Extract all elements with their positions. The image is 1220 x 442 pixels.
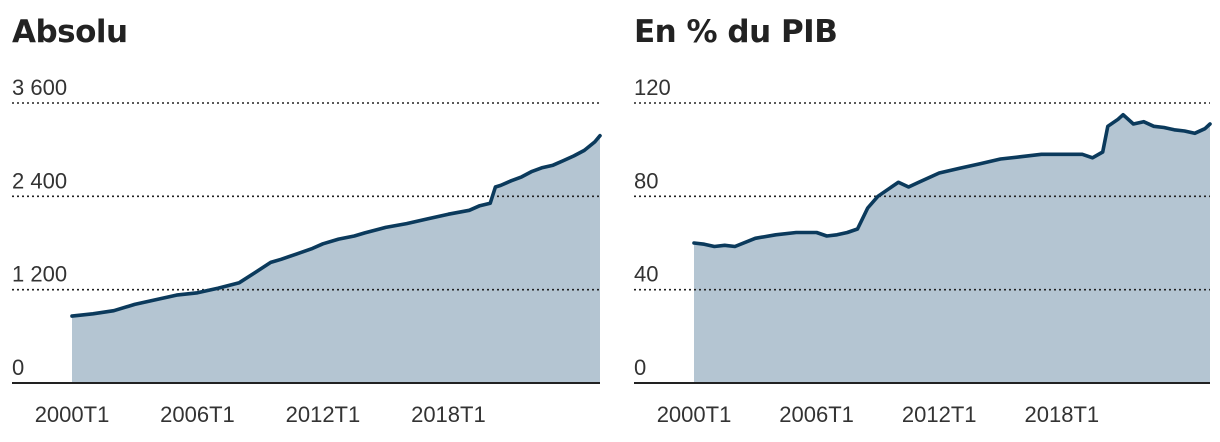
x-tick-label: 2012T1 [286, 402, 361, 427]
y-tick-label: 2 400 [12, 168, 67, 193]
chart-percent-gdp: 0 40 80 120 2000T1 2006T1 2012T1 2018T1 [634, 75, 1212, 427]
x-tick-label: 2000T1 [35, 402, 110, 427]
series-area [694, 114, 1210, 383]
y-tick-label: 1 200 [12, 262, 67, 287]
chart-absolute: 0 1 200 2 400 3 600 2000T1 2006T1 2012T1 2018T1 [12, 75, 602, 427]
x-tick-label: 2006T1 [160, 402, 235, 427]
chart-title: Absolu [12, 14, 128, 50]
y-tick-label: 0 [12, 355, 24, 380]
x-tick-label: 2018T1 [1025, 402, 1100, 427]
series-area [72, 135, 600, 383]
y-tick-label: 0 [634, 355, 646, 380]
x-tick-label: 2012T1 [902, 402, 977, 427]
y-tick-label: 3 600 [12, 75, 67, 100]
series-line [692, 112, 1212, 249]
chart-panel-percent-gdp: 0 40 80 120 2000T1 2006T1 2012T1 2018T1 En % du… [622, 0, 1220, 442]
chart-title: En % du PIB [634, 14, 838, 50]
x-tick-label: 2000T1 [657, 402, 732, 427]
x-tick-label: 2006T1 [779, 402, 854, 427]
y-tick-label: 40 [634, 262, 658, 287]
chart-panel-absolute: 0 1 200 2 400 3 600 2000T1 2006T1 2012T1 2018T1… [12, 14, 602, 427]
y-tick-label: 80 [634, 168, 658, 193]
series-line [70, 133, 602, 318]
x-tick-label: 2018T1 [411, 402, 486, 427]
y-tick-label: 120 [634, 75, 671, 100]
